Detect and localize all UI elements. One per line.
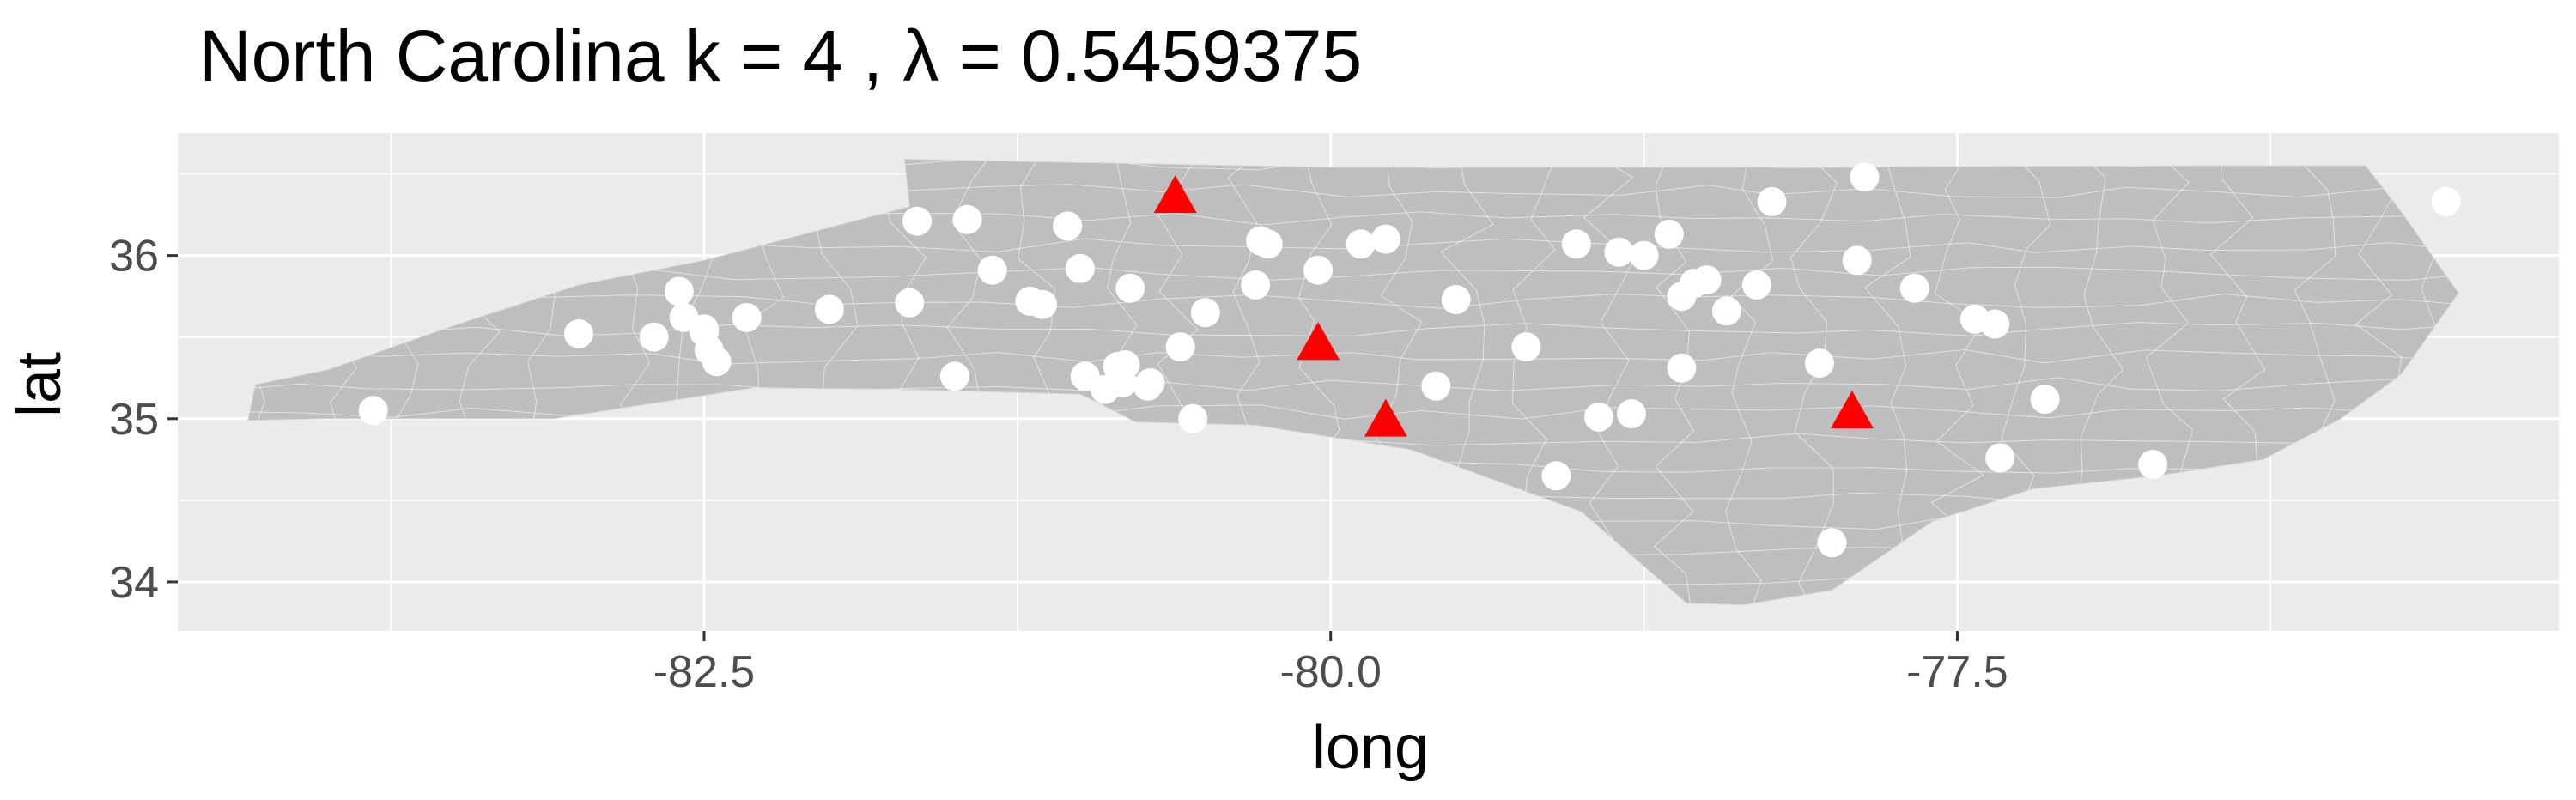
location-point xyxy=(664,276,694,306)
location-point xyxy=(1246,226,1275,256)
location-point xyxy=(1711,296,1741,326)
location-point xyxy=(2431,186,2461,216)
location-point xyxy=(1584,402,1613,432)
location-point xyxy=(1899,273,1929,303)
cluster-centers xyxy=(1153,175,1874,437)
location-point xyxy=(902,206,933,236)
location-point xyxy=(1241,270,1271,300)
x-axis-label: long xyxy=(1312,713,1429,782)
location-point xyxy=(1541,461,1571,491)
county-boundary xyxy=(1725,159,1774,605)
location-point xyxy=(1757,186,1787,216)
cluster-center-triangle xyxy=(1830,391,1874,429)
location-point xyxy=(358,396,388,426)
location-point xyxy=(669,302,699,332)
location-points xyxy=(358,162,2461,558)
location-point xyxy=(1804,348,1834,379)
location-point xyxy=(1053,211,1083,241)
location-point xyxy=(977,255,1007,285)
location-point xyxy=(1178,403,1208,433)
location-point xyxy=(814,294,844,324)
location-point xyxy=(564,318,593,348)
location-point xyxy=(1617,399,1646,429)
cluster-center-triangle xyxy=(1364,398,1407,437)
location-point xyxy=(690,318,719,347)
location-point xyxy=(939,361,969,391)
location-point xyxy=(1561,229,1591,259)
location-point xyxy=(1511,332,1541,362)
location-point xyxy=(1115,273,1145,303)
cluster-center-triangle xyxy=(1297,322,1340,361)
location-point xyxy=(1065,253,1095,283)
y-tick-label: 36 xyxy=(109,232,159,282)
county-boundary xyxy=(247,377,2459,392)
location-point xyxy=(1028,289,1057,319)
location-point xyxy=(1654,219,1684,249)
y-axis-label: lat xyxy=(5,352,74,417)
location-point xyxy=(732,302,762,332)
location-point xyxy=(1370,224,1400,254)
location-point xyxy=(952,204,982,234)
chart-title: North Carolina k = 4 , λ = 0.5459375 xyxy=(199,15,1362,96)
location-point xyxy=(1985,443,2015,473)
location-point xyxy=(1091,374,1120,404)
location-point xyxy=(1667,353,1697,383)
location-point xyxy=(702,347,732,377)
location-point xyxy=(1165,332,1195,362)
county-boundary xyxy=(247,293,2459,309)
location-point xyxy=(1629,240,1659,270)
location-point xyxy=(1604,237,1634,267)
cluster-center-triangle xyxy=(1153,175,1197,214)
location-point xyxy=(1741,270,1771,300)
x-tick-label: -77.5 xyxy=(1906,647,2008,697)
location-point xyxy=(1817,528,1847,558)
location-point xyxy=(1842,245,1872,276)
location-point xyxy=(1421,371,1451,401)
county-boundary xyxy=(1582,159,1634,605)
location-point xyxy=(1441,285,1471,314)
y-tick-label: 34 xyxy=(109,558,159,608)
location-point xyxy=(2030,385,2060,414)
county-boundary xyxy=(1864,159,1911,605)
location-point xyxy=(1303,255,1334,285)
y-tick-label: 35 xyxy=(109,395,159,445)
location-point xyxy=(1850,162,1880,192)
x-tick-label: -80.0 xyxy=(1279,647,1382,697)
x-tick-label: -82.5 xyxy=(653,647,756,697)
axes: -82.5 -80.0 -77.5 34 35 36 xyxy=(109,232,2008,697)
location-point xyxy=(1110,350,1140,379)
location-point xyxy=(1190,298,1220,328)
location-point xyxy=(1980,309,2010,339)
location-point xyxy=(639,322,669,352)
location-point xyxy=(2138,450,2168,479)
location-point xyxy=(895,288,925,318)
location-point xyxy=(1692,265,1722,295)
location-point xyxy=(1346,229,1376,259)
location-point xyxy=(1133,371,1163,401)
county-boundary xyxy=(247,348,2459,365)
